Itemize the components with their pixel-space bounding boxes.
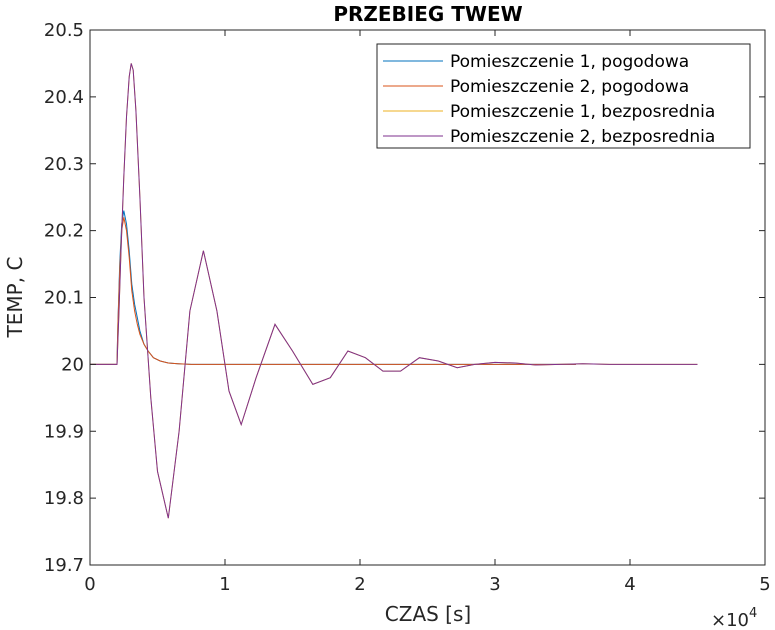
y-tick-label: 20 xyxy=(61,354,84,375)
y-tick-label: 19.7 xyxy=(44,555,84,576)
legend-label-4: Pomieszczenie 2, bezposrednia xyxy=(450,127,715,147)
x-tick-label: 4 xyxy=(624,574,635,595)
y-tick-label: 20.3 xyxy=(44,154,84,175)
y-tick-label: 20.1 xyxy=(44,288,84,309)
x-axis-label: CZAS [s] xyxy=(385,602,471,626)
legend-label-2: Pomieszczenie 2, pogodowa xyxy=(450,77,689,97)
x-axis-exponent-base: ×10 xyxy=(711,610,749,630)
y-axis-ticks: 19.7 19.8 19.9 20 20.1 20.2 20.3 20.4 20.5 xyxy=(44,20,765,576)
legend-label-1: Pomieszczenie 1, pogodowa xyxy=(450,52,689,72)
y-tick-label: 20.2 xyxy=(44,221,84,242)
x-axis-ticks: 0 1 2 3 4 5 xyxy=(84,30,771,595)
legend-entries: Pomieszczenie 1, pogodowa Pomieszczenie 2… xyxy=(383,52,715,147)
x-tick-label: 2 xyxy=(354,574,365,595)
legend: Pomieszczenie 1, pogodowa Pomieszczenie 2… xyxy=(376,43,751,149)
x-axis-exponent-power: 4 xyxy=(749,606,757,621)
x-tick-label: 1 xyxy=(219,574,230,595)
y-tick-label: 19.8 xyxy=(44,488,84,509)
x-tick-label: 3 xyxy=(489,574,500,595)
x-tick-label: 5 xyxy=(759,574,770,595)
y-tick-label: 19.9 xyxy=(44,421,84,442)
chart-title: PRZEBIEG TWEW xyxy=(333,2,522,26)
series-line-4 xyxy=(90,63,698,519)
legend-label-3: Pomieszczenie 1, bezposrednia xyxy=(450,102,715,122)
y-tick-label: 20.4 xyxy=(44,87,84,108)
y-tick-label: 20.5 xyxy=(44,20,84,41)
x-axis-exponent: ×104 xyxy=(711,606,757,630)
series-layer xyxy=(90,63,698,519)
y-axis-label: TEMP, C xyxy=(3,257,27,339)
x-tick-label: 0 xyxy=(84,574,95,595)
